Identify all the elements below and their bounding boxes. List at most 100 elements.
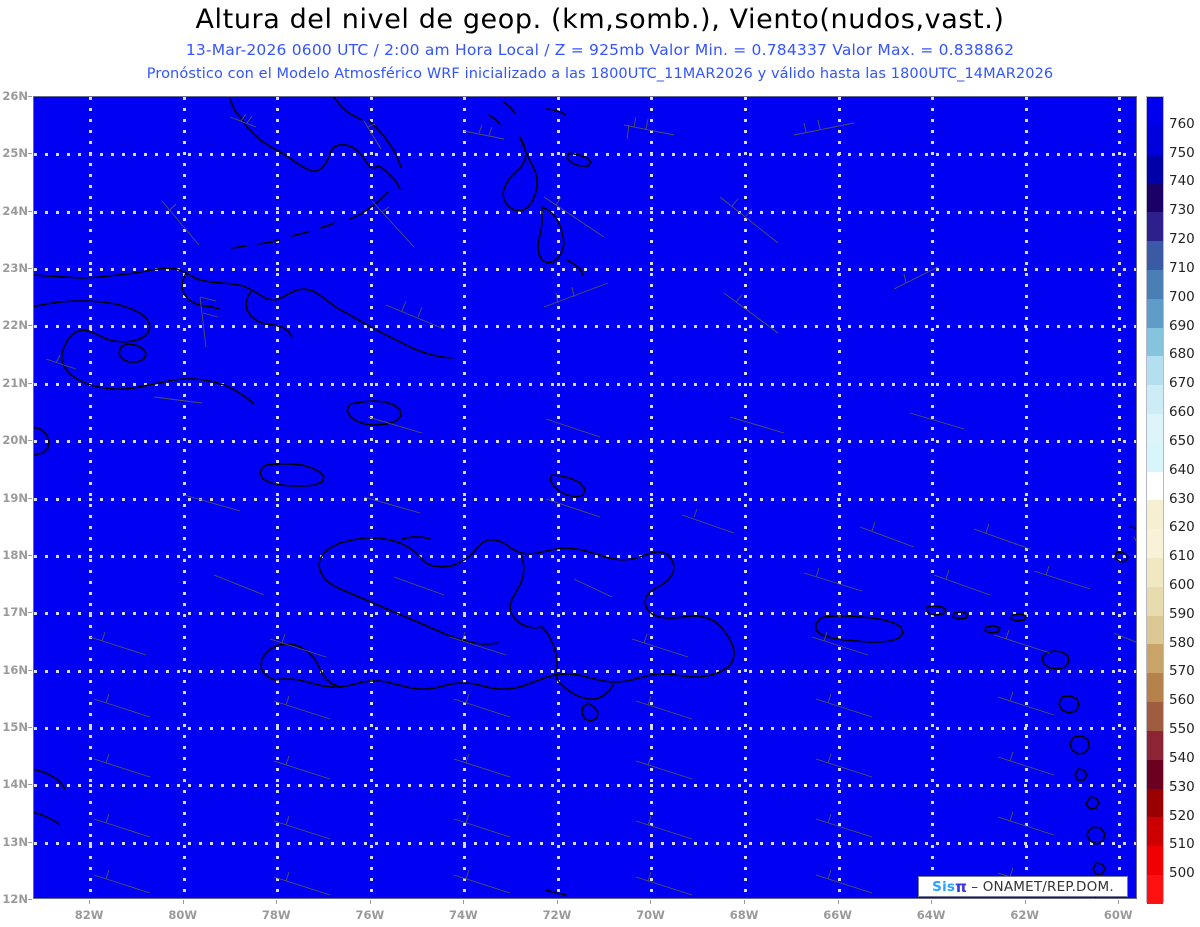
- map-plot-area[interactable]: [33, 96, 1137, 899]
- lat-tick-label: 23N: [2, 261, 28, 276]
- lat-tick-mark: [28, 325, 32, 327]
- lat-tick-label: 25N: [2, 146, 28, 161]
- lon-tick-label: 60W: [1103, 908, 1133, 922]
- logo-agency-text: – ONAMET/REP.DOM.: [971, 878, 1114, 895]
- lat-tick-mark: [28, 899, 32, 900]
- lon-tick-label: 70W: [636, 908, 665, 922]
- lat-tick-label: 26N: [2, 89, 28, 103]
- lon-tick-label: 64W: [916, 908, 946, 922]
- lat-tick-mark: [28, 153, 32, 155]
- colorbar-tick-label: 520: [1169, 807, 1195, 824]
- logo-pi-icon: π: [955, 877, 968, 896]
- coastline-group: [34, 97, 1136, 898]
- colorbar-band: [1147, 874, 1163, 904]
- lon-tick-label: 78W: [261, 908, 291, 922]
- lon-tick-mark: [182, 900, 184, 904]
- colorbar-band: [1147, 97, 1163, 126]
- colorbar-band: [1147, 846, 1163, 875]
- lon-tick-mark: [931, 900, 933, 904]
- colorbar-tick-label: 700: [1169, 288, 1195, 305]
- colorbar-tick-label: 630: [1169, 490, 1195, 507]
- lat-tick-mark: [28, 268, 32, 270]
- colorbar-tick-label: 560: [1169, 692, 1195, 709]
- lat-tick-mark: [28, 554, 32, 556]
- colorbar-tick-label: 530: [1169, 778, 1195, 795]
- lat-tick-mark: [28, 497, 32, 499]
- lat-tick-label: 17N: [2, 605, 28, 620]
- colorbar-band: [1147, 471, 1163, 501]
- lat-tick-mark: [28, 96, 32, 97]
- colorbar-band: [1147, 212, 1163, 242]
- colorbar-tick-label: 660: [1169, 404, 1195, 421]
- colorbar-band: [1147, 413, 1163, 443]
- lat-tick-label: 22N: [2, 318, 28, 333]
- colorbar-band: [1147, 730, 1163, 760]
- subtitle-run-info: 13-Mar-2026 0600 UTC / 2:00 am Hora Loca…: [185, 41, 1015, 59]
- colorbar-tick-label: 550: [1169, 721, 1195, 738]
- lat-tick-label: 18N: [2, 547, 28, 562]
- lat-tick-mark: [28, 726, 32, 728]
- wind-barb-group: [45, 113, 1136, 896]
- lon-tick-label: 74W: [449, 908, 478, 922]
- lat-tick-label: 19N: [2, 490, 28, 505]
- colorbar-tick-label: 610: [1169, 548, 1195, 565]
- colorbar-tick-label: 740: [1169, 173, 1195, 190]
- lon-tick-mark: [650, 900, 652, 904]
- lat-tick-mark: [28, 440, 32, 442]
- colorbar-band: [1147, 125, 1163, 155]
- colorbar-tick-label: 720: [1169, 231, 1195, 248]
- colorbar-tick-label: 640: [1169, 461, 1195, 478]
- lat-tick-mark: [28, 612, 32, 614]
- lon-tick-label: 72W: [542, 908, 572, 922]
- colorbar-band: [1147, 673, 1163, 703]
- lon-tick-mark: [1118, 900, 1120, 904]
- colorbar-band: [1147, 385, 1163, 414]
- colorbar-band: [1147, 154, 1163, 184]
- lon-tick-mark: [556, 900, 558, 904]
- lat-tick-label: 24N: [2, 203, 28, 218]
- lon-tick-mark: [276, 900, 278, 904]
- lat-tick-mark: [28, 841, 32, 843]
- lon-tick-mark: [89, 900, 91, 904]
- colorbar-band: [1147, 500, 1163, 530]
- lon-tick-mark: [463, 900, 465, 904]
- colorbar-tick-label: 600: [1169, 576, 1195, 593]
- colorbar-tick-label: 680: [1169, 346, 1195, 363]
- lat-tick-mark: [28, 382, 32, 384]
- colorbar-band: [1147, 788, 1163, 818]
- colorbar-tick-label: 590: [1169, 605, 1195, 622]
- colorbar-tick-label: 580: [1169, 634, 1195, 651]
- colorbar-tick-label: 670: [1169, 375, 1195, 392]
- lat-tick-label: 12N: [2, 892, 28, 906]
- colorbar-tick-label: 540: [1169, 749, 1195, 766]
- lon-tick-label: 66W: [823, 908, 852, 922]
- colorbar-tick-label: 570: [1169, 663, 1195, 680]
- colorbar-band: [1147, 702, 1163, 731]
- colorbar[interactable]: [1146, 96, 1164, 904]
- colorbar-tick-label: 760: [1169, 115, 1195, 132]
- colorbar-band: [1147, 615, 1163, 645]
- colorbar-tick-label: 620: [1169, 519, 1195, 536]
- colorbar-band: [1147, 269, 1163, 299]
- lon-tick-mark: [744, 900, 746, 904]
- lon-tick-label: 80W: [168, 908, 198, 922]
- logo-badge: Sis π – ONAMET/REP.DOM.: [918, 876, 1128, 897]
- lon-tick-label: 68W: [729, 908, 759, 922]
- colorbar-tick-label: 750: [1169, 144, 1195, 161]
- colorbar-band: [1147, 442, 1163, 472]
- subtitle-model-info: Pronóstico con el Modelo Atmosférico WRF…: [146, 66, 1054, 82]
- lon-tick-label: 82W: [74, 908, 104, 922]
- colorbar-band: [1147, 558, 1163, 587]
- colorbar-tick-label: 510: [1169, 836, 1195, 853]
- lon-tick-label: 76W: [355, 908, 385, 922]
- colorbar-band: [1147, 327, 1163, 357]
- lat-tick-label: 14N: [2, 777, 28, 792]
- lon-tick-label: 62W: [1010, 908, 1040, 922]
- lat-tick-label: 15N: [2, 719, 28, 734]
- colorbar-band: [1147, 586, 1163, 616]
- colorbar-band: [1147, 241, 1163, 270]
- colorbar-band: [1147, 298, 1163, 328]
- lon-tick-mark: [369, 900, 371, 904]
- colorbar-band: [1147, 356, 1163, 386]
